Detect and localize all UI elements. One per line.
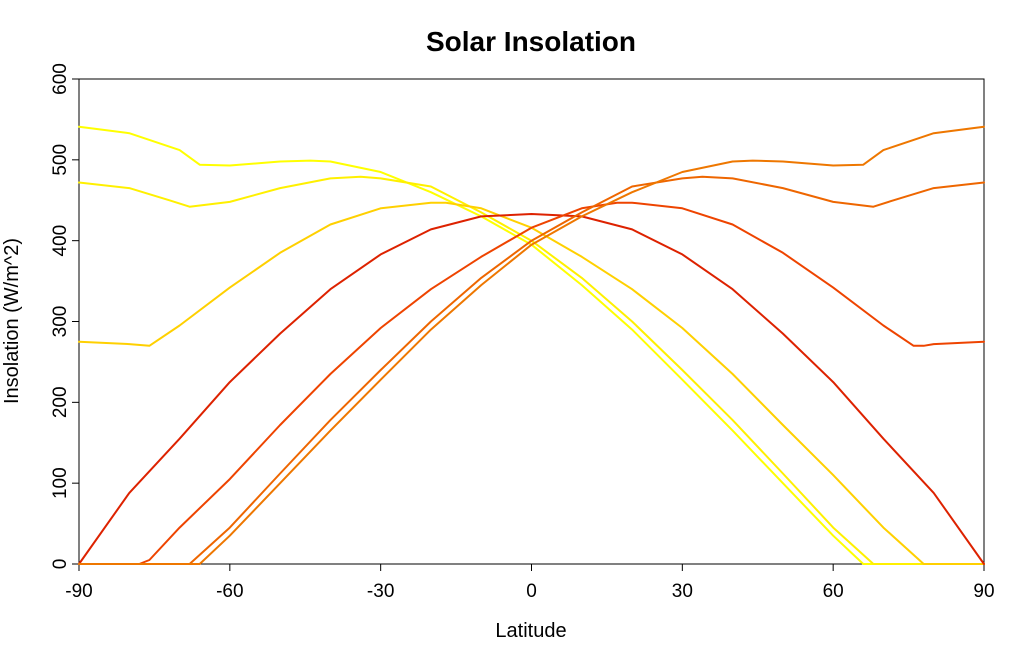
- axis-ticks: -90 -60 -30 0 30 60 90 0 100 200 300 400 500 600: [50, 63, 995, 602]
- series-line-6: [78, 175, 985, 565]
- y-tick-label: 300: [50, 306, 71, 338]
- series-line-7: [78, 125, 985, 565]
- series-line-3: [78, 201, 985, 565]
- y-tick-label: 200: [50, 386, 71, 418]
- x-tick-label: 0: [526, 581, 537, 602]
- x-tick-label: -90: [65, 581, 92, 602]
- y-tick-label: 0: [50, 559, 71, 570]
- y-tick-label: 100: [50, 467, 71, 499]
- x-tick-label: 30: [672, 581, 693, 602]
- x-tick-label: -30: [367, 581, 394, 602]
- chart-title: Solar Insolation: [426, 26, 636, 57]
- x-tick-label: -60: [216, 581, 243, 602]
- y-tick-label: 500: [50, 144, 71, 176]
- x-tick-label: 90: [973, 581, 994, 602]
- x-axis-label: Latitude: [495, 620, 566, 642]
- series-lines: [78, 125, 985, 565]
- series-line-5: [78, 201, 985, 565]
- x-tick-label: 60: [823, 581, 844, 602]
- y-tick-label: 400: [50, 225, 71, 257]
- series-line-4: [78, 213, 985, 565]
- series-line-1: [78, 125, 985, 565]
- y-axis-label: Insolation (W/m^2): [1, 238, 23, 404]
- y-tick-label: 600: [50, 63, 71, 95]
- series-line-2: [78, 175, 985, 565]
